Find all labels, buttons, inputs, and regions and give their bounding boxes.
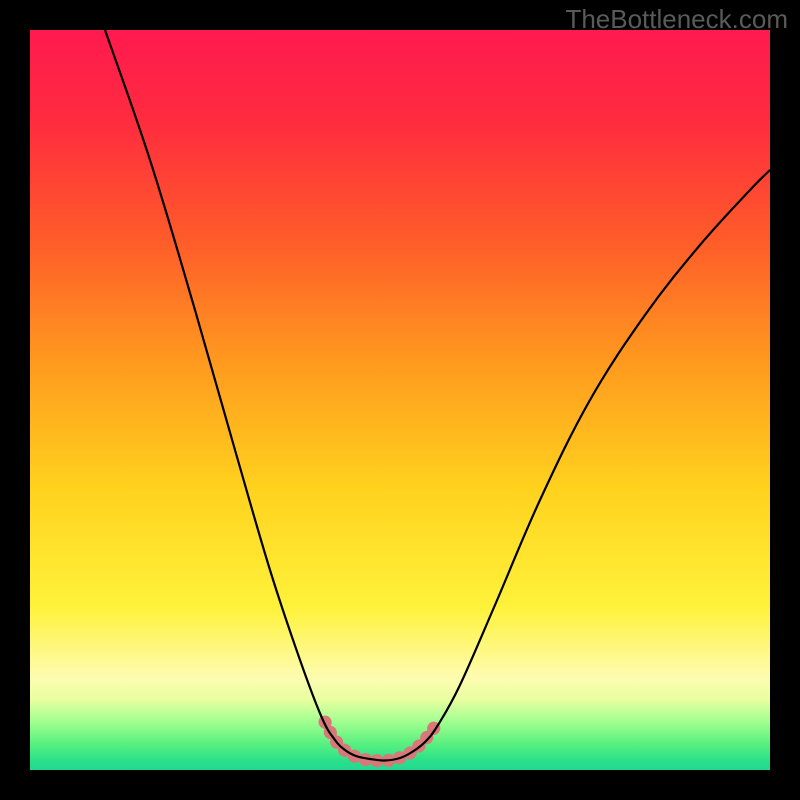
chart-svg	[0, 0, 800, 800]
canvas: TheBottleneck.com	[0, 0, 800, 800]
plot-background	[30, 30, 770, 770]
